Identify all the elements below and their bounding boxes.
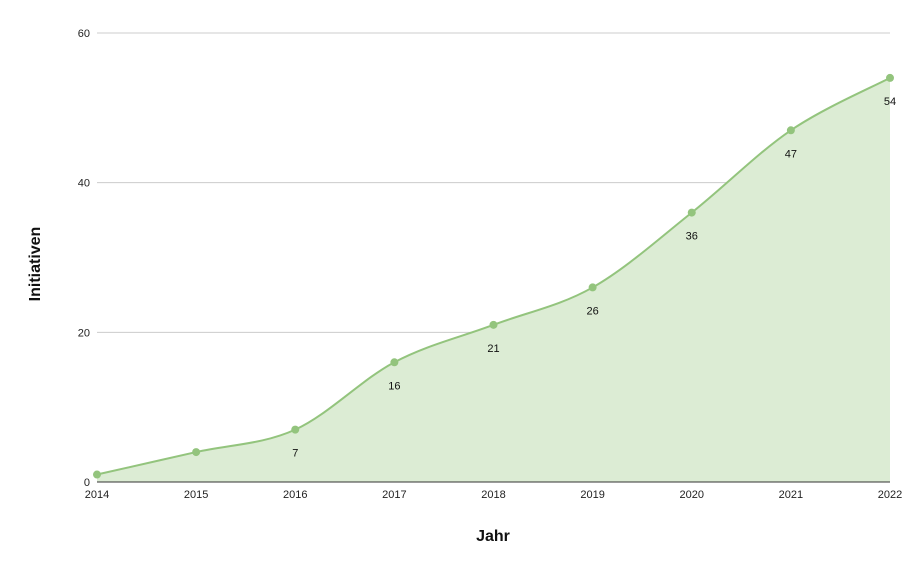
- y-tick-label: 60: [78, 28, 90, 40]
- x-tick-label: 2014: [85, 489, 109, 501]
- y-axis-title: Initiativen: [27, 227, 44, 302]
- y-tick-label: 0: [84, 477, 90, 489]
- x-tick-label: 2019: [580, 489, 604, 501]
- data-point: [786, 126, 795, 135]
- x-tick-label: 2017: [382, 489, 406, 501]
- data-points: [93, 73, 894, 479]
- x-tick-label: 2021: [779, 489, 803, 501]
- data-label: 21: [487, 343, 499, 355]
- data-label: 7: [292, 448, 298, 460]
- data-point: [192, 448, 201, 457]
- x-axis-ticks: 2014 2015 2016 2017 2018 2019 2020 2021 2022: [85, 489, 902, 501]
- data-label: 54: [884, 96, 896, 108]
- y-tick-label: 20: [78, 327, 90, 339]
- data-labels: 7 16 21 26 36 47 54: [292, 96, 896, 460]
- x-axis-title: Jahr: [476, 528, 510, 545]
- y-axis-ticks: 0 20 40 60: [78, 28, 90, 489]
- data-point: [886, 73, 894, 82]
- x-tick-label: 2016: [283, 489, 307, 501]
- data-label: 36: [686, 231, 698, 243]
- x-tick-label: 2022: [878, 489, 902, 501]
- area-fill: [97, 77, 890, 483]
- data-point: [588, 283, 597, 292]
- x-tick-label: 2018: [481, 489, 505, 501]
- data-label: 26: [587, 305, 599, 317]
- data-point: [93, 470, 101, 479]
- x-tick-label: 2020: [680, 489, 704, 501]
- data-label: 47: [785, 148, 797, 160]
- data-point: [291, 425, 300, 434]
- data-point: [390, 358, 399, 367]
- x-tick-label: 2015: [184, 489, 208, 501]
- data-label: 16: [388, 380, 400, 392]
- data-point: [489, 320, 498, 329]
- y-tick-label: 40: [78, 178, 90, 190]
- data-point: [687, 208, 696, 217]
